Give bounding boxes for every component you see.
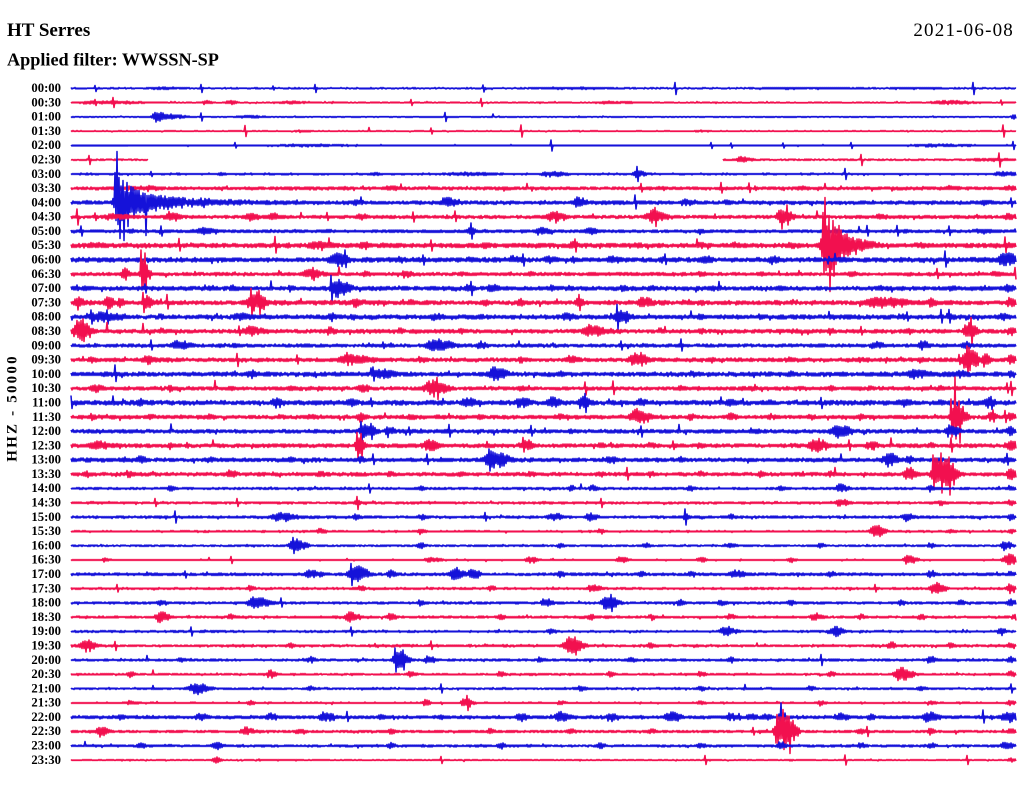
svg-text:10:00: 10:00 [31, 367, 61, 381]
svg-text:04:30: 04:30 [31, 210, 61, 224]
svg-text:2021-06-08: 2021-06-08 [913, 20, 1014, 41]
svg-text:17:30: 17:30 [31, 581, 61, 595]
svg-text:18:30: 18:30 [31, 610, 61, 624]
svg-text:03:30: 03:30 [31, 181, 61, 195]
svg-text:06:30: 06:30 [31, 267, 61, 281]
svg-text:07:00: 07:00 [31, 281, 61, 295]
svg-text:16:00: 16:00 [31, 538, 61, 552]
svg-text:02:30: 02:30 [31, 153, 61, 167]
svg-text:03:00: 03:00 [31, 167, 61, 181]
svg-text:09:30: 09:30 [31, 353, 61, 367]
svg-text:05:30: 05:30 [31, 238, 61, 252]
svg-text:05:00: 05:00 [31, 224, 61, 238]
svg-text:19:30: 19:30 [31, 639, 61, 653]
svg-text:06:00: 06:00 [31, 253, 61, 267]
svg-text:22:00: 22:00 [31, 710, 61, 724]
svg-text:13:30: 13:30 [31, 467, 61, 481]
svg-text:Applied filter: WWSSN-SP: Applied filter: WWSSN-SP [7, 50, 219, 70]
svg-text:20:30: 20:30 [31, 667, 61, 681]
svg-text:22:30: 22:30 [31, 724, 61, 738]
svg-text:04:00: 04:00 [31, 195, 61, 209]
svg-text:13:00: 13:00 [31, 453, 61, 467]
svg-text:17:00: 17:00 [31, 567, 61, 581]
svg-text:14:00: 14:00 [31, 481, 61, 495]
svg-text:00:30: 00:30 [31, 95, 61, 109]
svg-text:16:30: 16:30 [31, 553, 61, 567]
svg-text:00:00: 00:00 [31, 81, 61, 95]
svg-text:21:30: 21:30 [31, 696, 61, 710]
svg-text:07:30: 07:30 [31, 295, 61, 309]
svg-text:10:30: 10:30 [31, 381, 61, 395]
svg-text:02:00: 02:00 [31, 138, 61, 152]
svg-text:HT Serres: HT Serres [7, 20, 90, 41]
svg-text:19:00: 19:00 [31, 624, 61, 638]
svg-text:01:30: 01:30 [31, 124, 61, 138]
svg-text:12:00: 12:00 [31, 424, 61, 438]
svg-text:12:30: 12:30 [31, 438, 61, 452]
svg-text:21:00: 21:00 [31, 681, 61, 695]
svg-text:01:00: 01:00 [31, 110, 61, 124]
svg-text:23:30: 23:30 [31, 753, 61, 767]
svg-text:11:30: 11:30 [32, 410, 61, 424]
svg-text:18:00: 18:00 [31, 596, 61, 610]
svg-text:09:00: 09:00 [31, 338, 61, 352]
svg-text:08:30: 08:30 [31, 324, 61, 338]
svg-text:20:00: 20:00 [31, 653, 61, 667]
svg-text:11:00: 11:00 [32, 396, 61, 410]
svg-text:15:30: 15:30 [31, 524, 61, 538]
svg-text:15:00: 15:00 [31, 510, 61, 524]
svg-text:14:30: 14:30 [31, 496, 61, 510]
svg-text:08:00: 08:00 [31, 310, 61, 324]
svg-text:HHZ - 50000: HHZ - 50000 [5, 354, 21, 462]
svg-text:23:00: 23:00 [31, 739, 61, 753]
